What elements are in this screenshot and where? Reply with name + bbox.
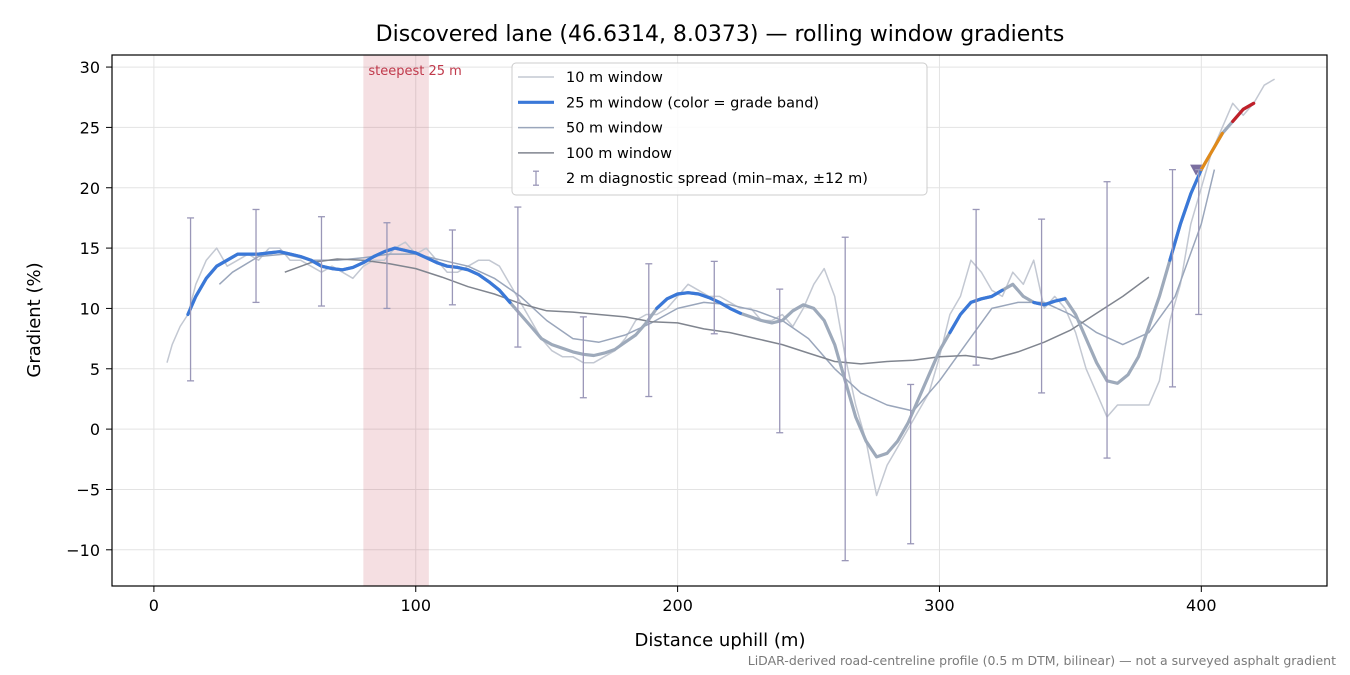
axes: 0 100 200 300 400 −10 −5 0 5 10 15 20 25 30 [66, 54, 1328, 615]
steepest-band [363, 55, 429, 586]
series-line-25m-band [1199, 131, 1224, 172]
legend-box [511, 62, 928, 196]
y-tick-label: 20 [80, 179, 100, 198]
steepest-band-label: steepest 25 m [368, 64, 461, 79]
series-line-100m [284, 258, 1150, 365]
plot-frame [111, 54, 1328, 587]
series-line-25m-band [1168, 168, 1203, 262]
legend-label: 2 m diagnostic spread (min–max, ±12 m) [566, 171, 868, 187]
series-lines [166, 78, 1275, 497]
steepest-highlight-band: steepest 25 m [363, 55, 462, 586]
x-tick-label: 200 [662, 596, 693, 615]
x-tick-label: 400 [1186, 596, 1217, 615]
chart-title: Discovered lane (46.6314, 8.0373) — roll… [376, 22, 1065, 47]
legend: 10 m window 25 m window (color = grade ba… [511, 62, 928, 196]
y-axis-label: Gradient (%) [24, 262, 45, 377]
series-line-25m-band [186, 246, 512, 317]
y-tick-label: 10 [80, 299, 100, 318]
y-tick-label: 5 [90, 360, 100, 379]
x-tick-label: 100 [400, 596, 431, 615]
y-tick-label: −10 [66, 541, 100, 560]
legend-label: 100 m window [566, 146, 672, 162]
diagnostic-spread-error-bars [187, 168, 1203, 562]
legend-label: 10 m window [566, 70, 663, 86]
y-tick-label: 15 [80, 239, 100, 258]
x-tick-label: 300 [924, 596, 955, 615]
series-line-25m-band [655, 291, 743, 315]
y-tick-label: 0 [90, 420, 100, 439]
x-axis-label: Distance uphill (m) [635, 630, 806, 651]
legend-label: 50 m window [566, 121, 663, 137]
y-tick-label: 30 [80, 58, 100, 77]
x-tick-label: 0 [149, 596, 159, 615]
y-tick-label: −5 [76, 480, 100, 499]
legend-label: 25 m window (color = grade band) [566, 95, 819, 111]
footnote: LiDAR-derived road-centreline profile (0… [748, 653, 1336, 668]
y-tick-label: 25 [80, 118, 100, 137]
series-line-25m-band [1032, 297, 1067, 307]
series-line-25m-band [1231, 101, 1256, 124]
